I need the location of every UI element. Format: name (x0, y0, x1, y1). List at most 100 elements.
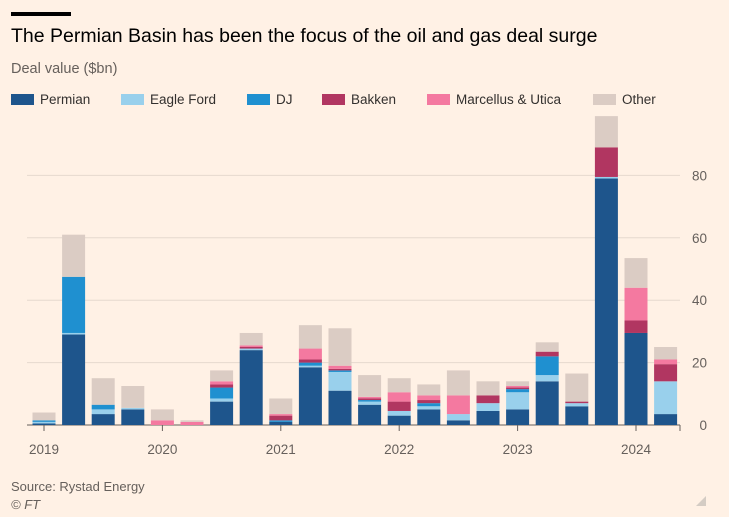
bar-segment (328, 370, 352, 372)
bar-segment (446, 395, 470, 415)
bar-segment (387, 378, 411, 393)
bar-segment (417, 395, 441, 401)
chart-subtitle: Deal value ($bn) (11, 61, 118, 77)
bar-segment (476, 381, 500, 396)
bar-segment (417, 406, 441, 410)
bar-segment (150, 420, 174, 425)
ft-top-bar (11, 12, 71, 16)
legend-swatch (247, 94, 270, 105)
bar-segment (269, 420, 293, 422)
legend-swatch (11, 94, 34, 105)
bar-segment (476, 403, 500, 411)
bar-segment (654, 381, 678, 415)
bar-segment (269, 414, 293, 416)
bar-segment (506, 392, 530, 410)
bar-segment (624, 287, 648, 321)
bar-segment (298, 348, 322, 360)
bar-segment (387, 415, 411, 425)
bar-segment (476, 395, 500, 404)
legend-label: Other (622, 92, 656, 107)
bar-segment (358, 375, 382, 397)
bar-segment (506, 386, 530, 388)
x-tick-label: 2020 (147, 442, 177, 457)
bar-segment (239, 345, 263, 347)
bar-segment (654, 359, 678, 365)
bar-segment (535, 356, 559, 376)
bar-segment (654, 364, 678, 382)
bar-segment (446, 420, 470, 425)
bar-segment (506, 381, 530, 386)
bar-segment (417, 384, 441, 396)
bar-segment (210, 401, 234, 425)
bar-segment (121, 386, 145, 408)
legend-label: Marcellus & Utica (456, 92, 562, 107)
bar-segment (121, 407, 145, 410)
bar-segment (32, 423, 56, 425)
legend-label: Bakken (351, 92, 397, 107)
chart-title: The Permian Basin has been the focus of … (11, 25, 598, 47)
copyright: © FT (11, 497, 41, 512)
bar-segment (32, 421, 56, 424)
bar-segment (535, 351, 559, 357)
legend-swatch (121, 94, 144, 105)
bar-segment (32, 420, 56, 422)
bar-segment (328, 328, 352, 366)
bar-segment (298, 362, 322, 366)
legend-swatch (322, 94, 345, 105)
legend-label: Permian (40, 92, 91, 107)
bar-segment (180, 420, 204, 422)
bar-segment (565, 406, 589, 425)
bar-segment (298, 325, 322, 349)
bar-segment (624, 332, 648, 425)
legend-item-marcellus-utica: Marcellus & Utica (427, 92, 561, 107)
x-tick-label: 2024 (621, 442, 652, 457)
x-tick-label: 2021 (266, 442, 296, 457)
bar-segment (506, 409, 530, 425)
bar-segment (594, 116, 618, 148)
bar-segment (62, 332, 86, 335)
bar-segment (387, 392, 411, 402)
bar-segment (210, 381, 234, 385)
legend-swatch (427, 94, 450, 105)
bar-segment (180, 421, 204, 425)
bar-segment (62, 334, 86, 425)
bar-segment (150, 409, 174, 421)
legend-item-other: Other (593, 92, 656, 107)
bar-segment (565, 401, 589, 404)
bar-segment (210, 387, 234, 399)
bar-segment (594, 176, 618, 179)
legend-label: DJ (276, 92, 293, 107)
bar-segment (328, 368, 352, 371)
bar-segment (476, 410, 500, 425)
bar-segment (239, 347, 263, 349)
bar-segment (62, 234, 86, 277)
bar-segment (446, 414, 470, 421)
legend-item-dj: DJ (247, 92, 293, 107)
legend-item-bakken: Bakken (322, 92, 396, 107)
bar-segment (506, 389, 530, 393)
bar-segment (387, 401, 411, 411)
bar-segment (269, 421, 293, 425)
bar-segment (358, 396, 382, 399)
bar-segment (210, 398, 234, 402)
bar-segment (417, 400, 441, 404)
resize-corner-icon (696, 496, 706, 506)
x-tick-label: 2023 (503, 442, 533, 457)
legend-label: Eagle Ford (150, 92, 217, 107)
bar-segment (298, 359, 322, 363)
x-tick-label: 2022 (384, 442, 414, 457)
bar-segment (417, 409, 441, 425)
bar-segment (417, 403, 441, 407)
legend-swatch (593, 94, 616, 105)
bar-segment (269, 398, 293, 415)
bar-segment (535, 381, 559, 425)
bar-segment (210, 384, 234, 388)
bar-segment (594, 178, 618, 425)
bar-segment (654, 347, 678, 360)
source-note: Source: Rystad Energy (11, 479, 145, 494)
bar-segment (565, 373, 589, 402)
x-tick-label: 2019 (29, 442, 59, 457)
bar-segment (358, 401, 382, 405)
bar-segment (91, 409, 115, 415)
